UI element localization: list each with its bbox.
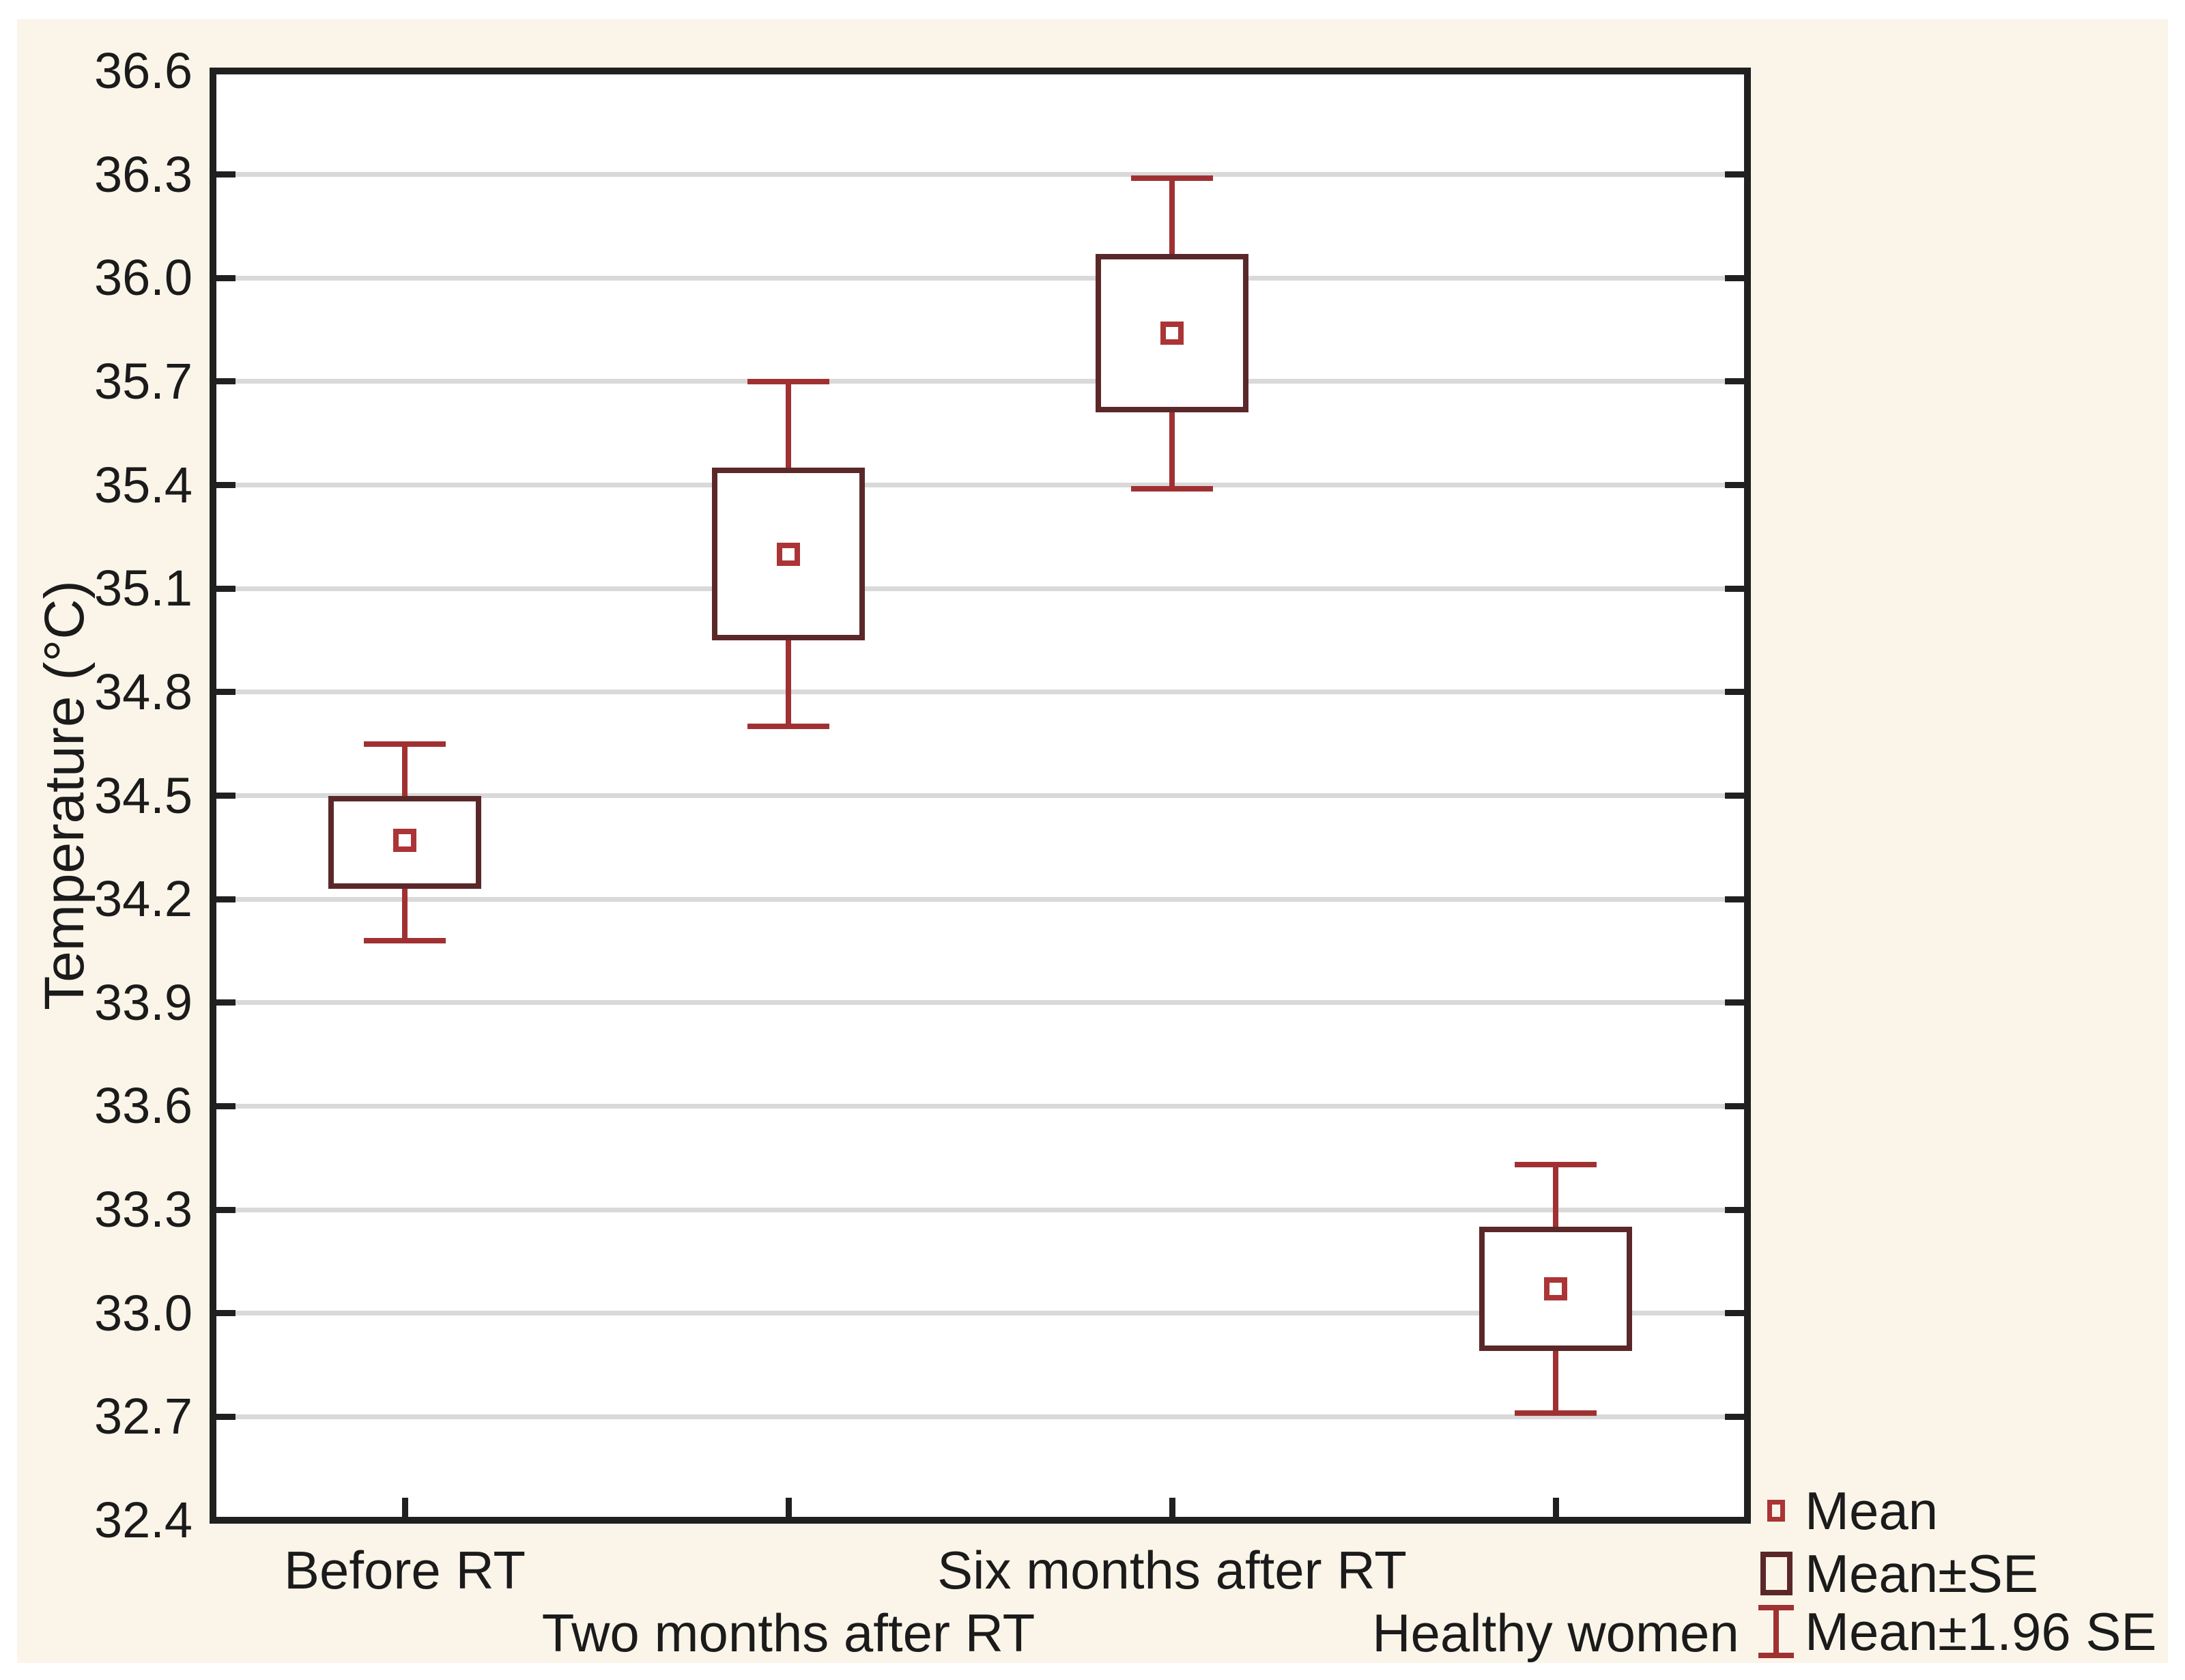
y-tick-label: 33.3 bbox=[94, 1181, 192, 1238]
y-tick-left bbox=[216, 171, 235, 178]
whisker-cap-bottom bbox=[1515, 1410, 1597, 1416]
gridline bbox=[216, 1207, 1744, 1212]
y-tick-label: 36.0 bbox=[94, 249, 192, 307]
gridline bbox=[216, 793, 1744, 798]
y-tick-label: 34.2 bbox=[94, 870, 192, 928]
y-tick-left bbox=[216, 1102, 235, 1109]
y-tick-label: 35.1 bbox=[94, 560, 192, 617]
y-tick-left bbox=[216, 585, 235, 592]
gridline bbox=[216, 1311, 1744, 1316]
mean-marker bbox=[1544, 1277, 1567, 1301]
y-tick-left bbox=[216, 482, 235, 489]
y-tick-right bbox=[1725, 1206, 1744, 1213]
y-tick-left bbox=[216, 274, 235, 281]
whisker-cap-bottom bbox=[364, 937, 446, 943]
y-tick-right bbox=[1725, 896, 1744, 902]
y-tick-label: 32.4 bbox=[94, 1492, 192, 1548]
mean-marker bbox=[393, 829, 416, 853]
x-category-label: Two months after RT bbox=[541, 1603, 1036, 1663]
y-tick-label: 33.6 bbox=[94, 1077, 192, 1135]
whisker-cap-bottom bbox=[747, 724, 829, 730]
mean-marker bbox=[777, 542, 800, 566]
y-tick-left bbox=[216, 793, 235, 799]
y-tick-left bbox=[216, 896, 235, 902]
y-tick-label: 34.8 bbox=[94, 663, 192, 720]
y-tick-right bbox=[1725, 999, 1744, 1006]
gridline bbox=[216, 1414, 1744, 1419]
legend-label-mean-se: Mean±SE bbox=[1805, 1543, 2038, 1604]
se-box bbox=[328, 795, 481, 889]
y-tick-right bbox=[1725, 793, 1744, 799]
y-tick-right bbox=[1725, 274, 1744, 281]
legend-label-mean-196se: Mean±1.96 SE bbox=[1805, 1601, 2157, 1662]
y-tick-label: 32.7 bbox=[94, 1388, 192, 1445]
y-tick-left bbox=[216, 1206, 235, 1213]
x-category-label: Before RT bbox=[283, 1540, 526, 1600]
y-axis-title: Temperature (°C) bbox=[33, 580, 96, 1010]
y-tick-right bbox=[1725, 1310, 1744, 1317]
gridline bbox=[216, 483, 1744, 488]
y-tick-right bbox=[1725, 171, 1744, 178]
ci-whisker-icon bbox=[1747, 1605, 1805, 1658]
y-tick-left bbox=[216, 1413, 235, 1420]
whisker-cap-top bbox=[1515, 1162, 1597, 1168]
gridline bbox=[216, 586, 1744, 591]
whisker-cap-top bbox=[1131, 175, 1213, 181]
whisker-cap-top bbox=[747, 378, 829, 384]
gridline bbox=[216, 379, 1744, 384]
y-tick-left bbox=[216, 1310, 235, 1317]
x-tick bbox=[1552, 1498, 1559, 1517]
y-tick-right bbox=[1725, 482, 1744, 489]
x-category-label: Healthy women bbox=[1372, 1603, 1739, 1663]
y-tick-right bbox=[1725, 689, 1744, 696]
gridline bbox=[216, 896, 1744, 902]
y-tick-label: 33.0 bbox=[94, 1284, 192, 1341]
gridline bbox=[216, 172, 1744, 177]
y-tick-right bbox=[1725, 585, 1744, 592]
y-tick-label: 33.9 bbox=[94, 973, 192, 1031]
x-category-label: Six months after RT bbox=[937, 1540, 1407, 1600]
y-tick-label: 35.4 bbox=[94, 456, 192, 513]
y-tick-label: 36.6 bbox=[94, 42, 192, 99]
y-tick-right bbox=[1725, 1102, 1744, 1109]
whisker-cap-bottom bbox=[1131, 485, 1213, 492]
gridline bbox=[216, 275, 1744, 281]
x-tick bbox=[1169, 1498, 1175, 1517]
y-tick-left bbox=[216, 378, 235, 385]
gridline bbox=[216, 1000, 1744, 1006]
mean-marker bbox=[1160, 322, 1184, 345]
se-box-icon bbox=[1747, 1552, 1805, 1595]
y-tick-label: 34.5 bbox=[94, 767, 192, 824]
y-tick-right bbox=[1725, 1413, 1744, 1420]
x-tick bbox=[785, 1498, 792, 1517]
legend-label-mean: Mean bbox=[1805, 1481, 1939, 1541]
x-tick bbox=[401, 1498, 408, 1517]
whisker-cap-top bbox=[364, 741, 446, 747]
gridline bbox=[216, 1103, 1744, 1109]
gridline bbox=[216, 689, 1744, 695]
y-tick-left bbox=[216, 689, 235, 696]
y-tick-left bbox=[216, 999, 235, 1006]
y-tick-label: 35.7 bbox=[94, 352, 192, 410]
mean-marker-icon bbox=[1747, 1500, 1805, 1522]
y-tick-right bbox=[1725, 378, 1744, 385]
y-tick-label: 36.3 bbox=[94, 145, 192, 203]
